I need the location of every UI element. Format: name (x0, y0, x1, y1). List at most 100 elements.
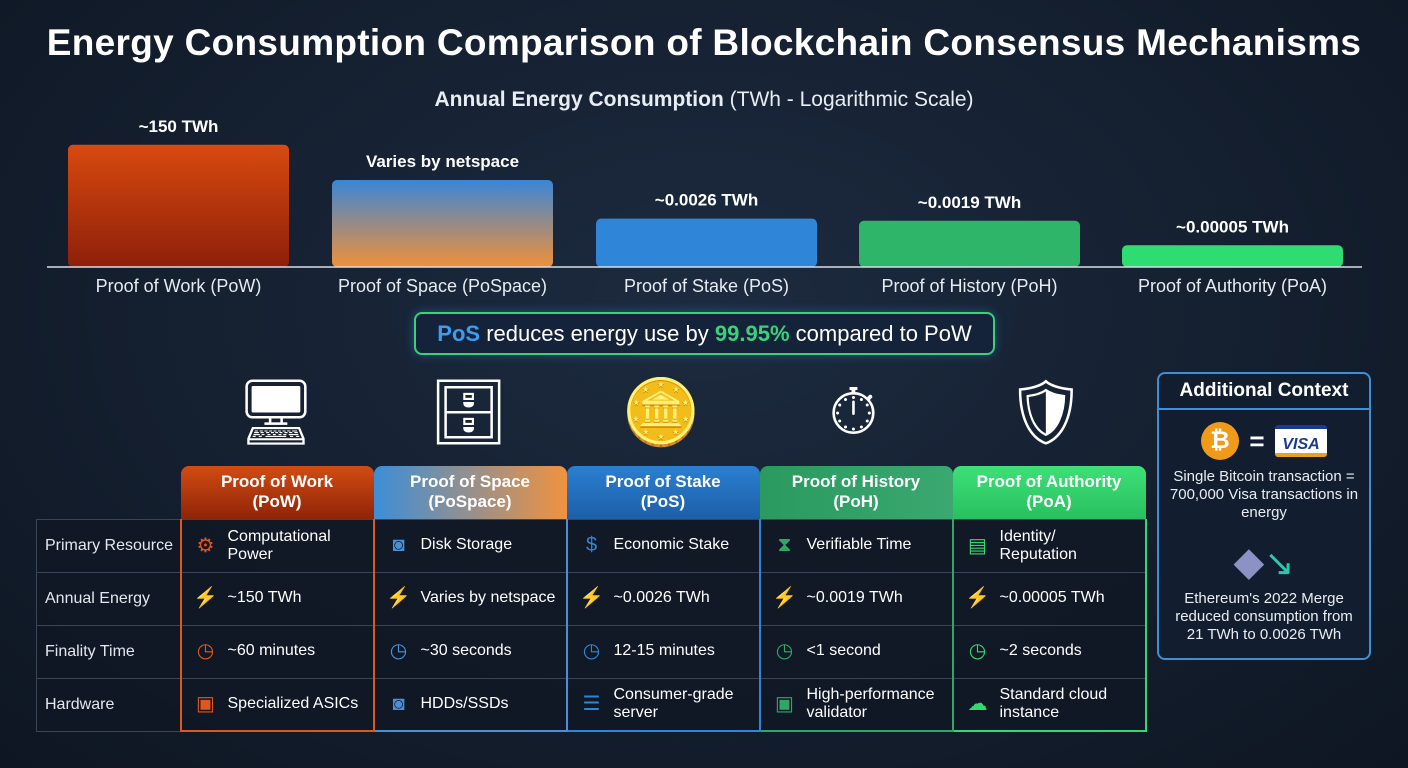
bitcoin-equals-visa: ₿ = VISA (1159, 422, 1369, 462)
table-cell: ◷ ~30 seconds (372, 624, 568, 678)
gear-icon: ⚙ (196, 534, 215, 557)
table-cell: ◙ Disk Storage (372, 518, 568, 572)
chart-subtitle: Annual Energy Consumption (TWh - Logarit… (0, 88, 1408, 112)
energy-bar-chart: ~150 TWh Proof of Work (PoW) Varies by net… (47, 117, 1362, 296)
table-cell: ⧗ Verifiable Time (758, 518, 954, 572)
clock-icon: ◷ (582, 640, 601, 663)
cell-text: ~150 TWh (227, 589, 302, 607)
row-label: Annual Energy (36, 571, 181, 626)
context-title: Additional Context (1159, 374, 1369, 410)
comparison-table: Proof of Work (PoW) Proof of Space (PoSpa… (36, 466, 1147, 732)
table-cell: ▣ High-performance validator (758, 677, 954, 732)
subtitle-rest: (TWh - Logarithmic Scale) (729, 88, 974, 111)
lightning-icon: ⚡ (193, 587, 218, 610)
table-cell: ☰ Consumer-grade server (565, 677, 761, 732)
lightning-icon: ⚡ (965, 587, 990, 610)
cell-text: ~30 seconds (420, 642, 512, 660)
table-cell: $ Economic Stake (565, 518, 761, 572)
lightning-icon: ⚡ (772, 587, 797, 610)
category-label: Proof of Authority (PoA) (1138, 276, 1327, 296)
bitcoin-icon: ₿ (1200, 422, 1239, 460)
table-cell: ☁ Standard cloud instance (951, 677, 1147, 732)
clock-icon: ◷ (775, 640, 794, 663)
cell-text: ~60 minutes (227, 642, 316, 660)
cell-text: Varies by netspace (420, 589, 556, 607)
table-cell: ◙ HDDs/SSDs (372, 677, 568, 732)
callout-text: reduces energy use by (486, 321, 709, 346)
callout-percent: 99.95% (714, 321, 790, 346)
table-cell: ⚡ ~0.00005 TWh (951, 571, 1147, 625)
category-label: Proof of History (PoH) (881, 276, 1057, 296)
ethereum-icon: ◆ (1233, 540, 1265, 584)
column-header: Proof of Work (PoW) (180, 466, 374, 519)
cell-text: 12-15 minutes (613, 642, 715, 660)
chip-icon: ▣ (775, 693, 794, 716)
category-label: Proof of Space (PoSpace) (338, 276, 547, 296)
table-cell: ◷ ~2 seconds (951, 624, 1147, 678)
table-cell: ⚡ ~0.0019 TWh (758, 571, 954, 625)
row-label: Primary Resource (36, 518, 181, 573)
callout-pos: PoS (437, 321, 481, 346)
bar-3 (859, 220, 1080, 267)
table-row: Annual Energy ⚡ ~150 TWh ⚡ Varies by netspac… (36, 571, 1147, 626)
cell-text: Verifiable Time (806, 536, 912, 554)
lightning-icon: ⚡ (386, 587, 411, 610)
column-header: Proof of Authority (PoA) (952, 466, 1146, 519)
bar-value-label: Varies by netspace (366, 152, 519, 171)
chip-icon: ▣ (196, 693, 215, 716)
row-label: Finality Time (36, 624, 181, 679)
bar-2 (596, 218, 817, 267)
subtitle-bold: Annual Energy Consumption (434, 88, 724, 111)
bar-value-label: ~0.0019 TWh (918, 193, 1021, 212)
column-header: Proof of Space (PoSpace) (373, 466, 567, 519)
row-label: Hardware (36, 677, 181, 732)
lightning-icon: ⚡ (579, 587, 604, 610)
table-cell: ▣ Specialized ASICs (179, 677, 375, 732)
visa-logo: VISA (1275, 425, 1328, 457)
category-label: Proof of Work (PoW) (96, 276, 262, 296)
trend-down-icon: ↘ (1264, 542, 1295, 583)
cell-text: High-performance validator (806, 686, 935, 722)
category-label: Proof of Stake (PoS) (624, 276, 789, 296)
equals-icon: = (1249, 425, 1265, 456)
cell-text: Identity/ Reputation (999, 527, 1077, 563)
reduction-callout: PoS reduces energy use by 99.95% compare… (414, 312, 995, 355)
bar-1 (332, 180, 553, 267)
cell-text: ~2 seconds (999, 642, 1082, 660)
table-cell: ◷ ~60 minutes (179, 624, 375, 678)
table-cell: ◷ 12-15 minutes (565, 624, 761, 678)
cell-text: Consumer-grade server (613, 686, 734, 722)
cell-text: ~0.00005 TWh (999, 589, 1105, 607)
ethereum-fact: Ethereum's 2022 Merge reduced consumptio… (1175, 590, 1353, 643)
clock-icon: ◷ (196, 640, 215, 663)
id-card-icon: ▤ (968, 534, 987, 557)
clock-icon: ◷ (968, 640, 987, 663)
stopwatch-icon: ⏱ (828, 376, 879, 448)
column-header: Proof of History (PoH) (759, 466, 953, 519)
bitcoin-fact: Single Bitcoin transaction = 700,000 Vis… (1169, 468, 1359, 521)
cloud-icon: ☁ (967, 693, 988, 716)
table-cell: ⚙ Computational Power (179, 518, 375, 572)
mining-rig-icon: 🖥 (235, 376, 317, 448)
cell-text: Economic Stake (613, 536, 730, 554)
cell-text: Standard cloud instance (999, 686, 1108, 722)
callout-text-end: compared to PoW (795, 321, 972, 346)
hand-coin-icon: $ (585, 534, 598, 557)
cell-text: HDDs/SSDs (420, 695, 509, 713)
ethereum-decline: ◆↘ (1159, 534, 1369, 590)
hourglass-icon: ⧗ (777, 534, 792, 557)
server-icon: ☰ (582, 693, 601, 716)
cell-text: ~0.0026 TWh (613, 589, 710, 607)
bar-4 (1122, 245, 1343, 267)
hard-disk-icon: ◙ (392, 693, 405, 716)
cell-text: Disk Storage (420, 536, 513, 554)
table-cell: ⚡ ~0.0026 TWh (565, 571, 761, 625)
cell-text: ~0.0019 TWh (806, 589, 903, 607)
bar-value-label: ~0.00005 TWh (1176, 217, 1289, 236)
database-icon: 🗄 (427, 376, 510, 448)
cell-text: Computational Power (227, 527, 331, 563)
bar-value-label: ~0.0026 TWh (655, 191, 758, 210)
table-row: Primary Resource ⚙ Computational Power ◙ Dis… (36, 518, 1147, 573)
table-cell: ⚡ ~150 TWh (179, 571, 375, 625)
table-row: Finality Time ◷ ~60 minutes ◷ ~30 seconds ◷ 12… (36, 624, 1147, 679)
